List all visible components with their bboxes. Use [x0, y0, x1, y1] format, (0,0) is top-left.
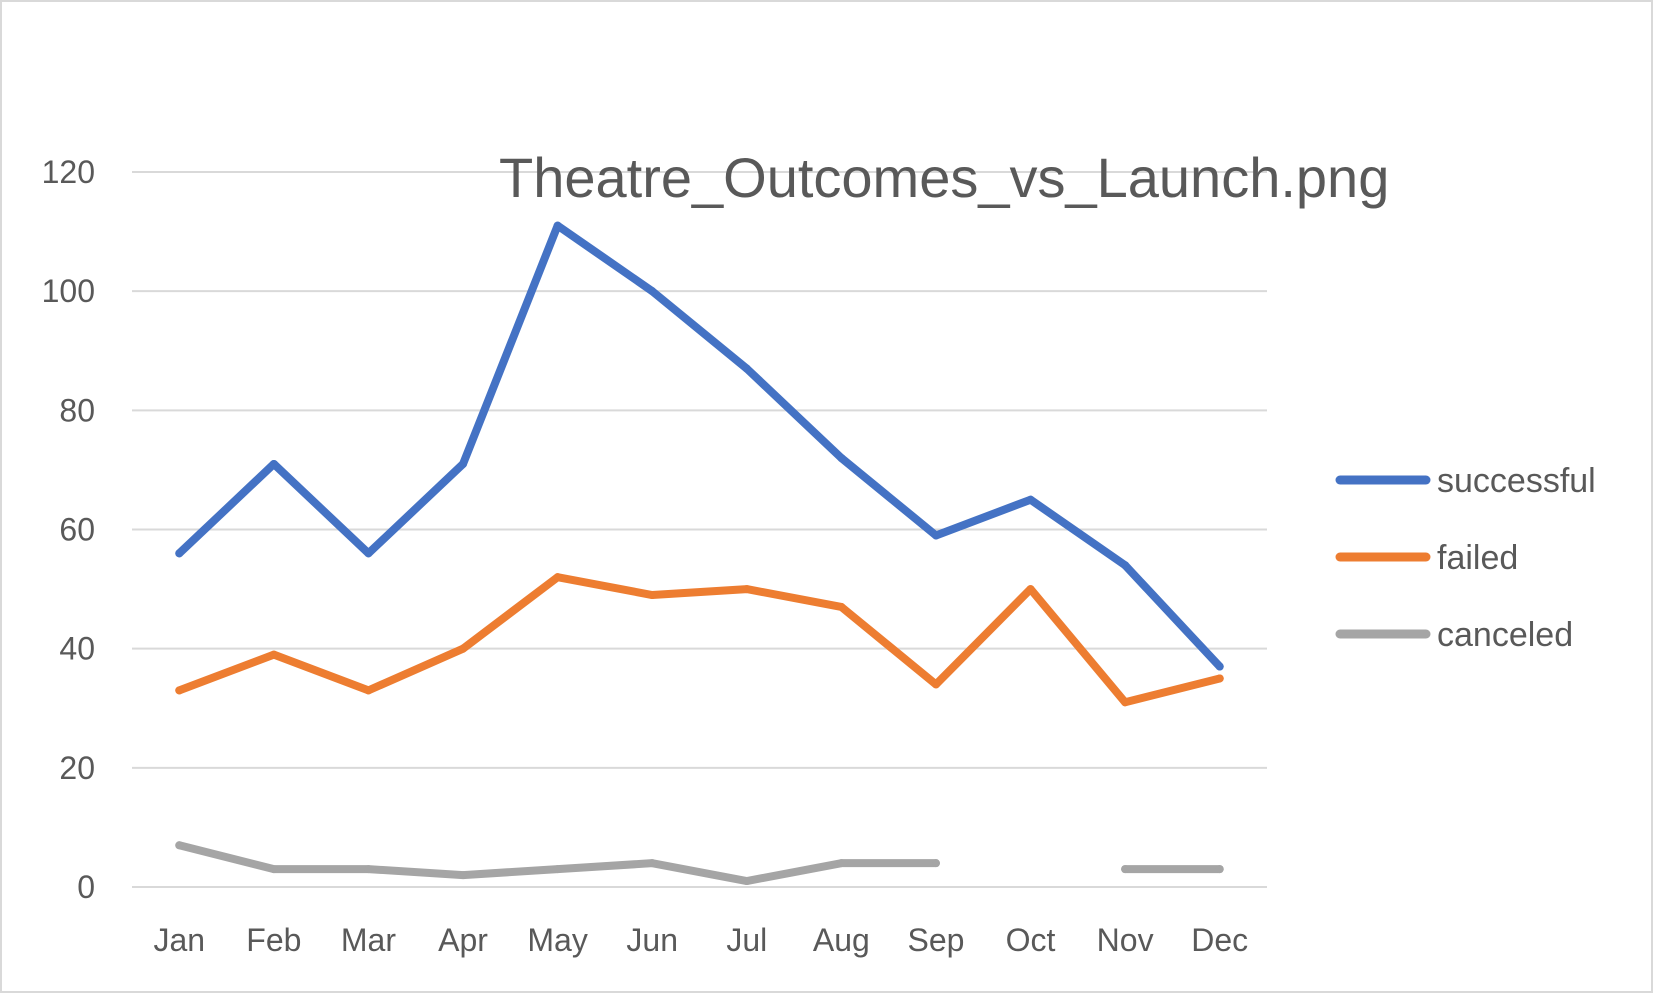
- data-point-canceled: [648, 859, 657, 868]
- x-tick-label: Jan: [153, 922, 205, 958]
- data-point-successful: [553, 221, 562, 230]
- data-point-canceled: [175, 841, 184, 850]
- data-point-failed: [1215, 674, 1224, 683]
- x-tick-label: Feb: [246, 922, 301, 958]
- legend-item-failed: failed: [1335, 539, 1518, 577]
- data-point-canceled: [742, 877, 751, 886]
- x-tick-label: Oct: [1006, 922, 1056, 958]
- series-lines: [175, 221, 1224, 886]
- y-tick-label: 0: [77, 869, 95, 905]
- x-axis-tick-labels: Jan Feb Mar Apr May Jun Jul Aug Sep Oct Nov Dec: [153, 922, 1248, 958]
- data-point-successful: [364, 549, 373, 558]
- series-line-successful: [175, 221, 1224, 671]
- data-point-canceled: [837, 859, 846, 868]
- y-tick-label: 100: [42, 273, 95, 309]
- y-tick-label: 80: [59, 392, 95, 428]
- data-point-failed: [742, 585, 751, 594]
- data-point-successful: [931, 531, 940, 540]
- data-point-failed: [269, 650, 278, 659]
- data-point-successful: [837, 454, 846, 462]
- data-point-failed: [553, 573, 562, 582]
- x-tick-label: Jun: [626, 922, 678, 958]
- chart-title: Theatre_Outcomes_vs_Launch.png: [499, 146, 1389, 209]
- data-point-failed: [175, 686, 184, 695]
- x-tick-label: Mar: [341, 922, 396, 958]
- data-point-successful: [459, 459, 468, 468]
- data-point-canceled: [931, 859, 940, 868]
- data-point-canceled: [459, 871, 468, 880]
- data-point-failed: [931, 680, 940, 689]
- data-point-successful: [742, 364, 751, 373]
- series-failed: [175, 573, 1224, 707]
- legend-label: successful: [1437, 462, 1596, 500]
- data-point-failed: [1026, 585, 1035, 594]
- gridlines: [132, 171, 1267, 888]
- data-point-failed: [364, 686, 373, 695]
- data-point-failed: [837, 602, 846, 611]
- data-point-failed: [459, 644, 468, 653]
- series-successful: [175, 221, 1224, 671]
- data-point-successful: [648, 287, 657, 296]
- y-tick-label: 120: [42, 154, 95, 190]
- data-point-canceled: [1215, 865, 1224, 874]
- x-tick-label: Nov: [1097, 922, 1154, 958]
- x-tick-label: Jul: [726, 922, 767, 958]
- legend-label: canceled: [1437, 616, 1573, 654]
- legend-item-canceled: canceled: [1335, 616, 1573, 654]
- x-tick-label: Apr: [438, 922, 488, 958]
- data-point-canceled: [1121, 865, 1130, 874]
- series-canceled: [175, 841, 1224, 886]
- data-point-canceled: [364, 865, 373, 874]
- y-tick-label: 40: [59, 631, 95, 667]
- data-point-canceled: [269, 865, 278, 874]
- data-point-successful: [1026, 495, 1035, 504]
- data-point-failed: [1121, 698, 1130, 707]
- x-tick-label: Sep: [907, 922, 964, 958]
- legend-label: failed: [1437, 539, 1518, 577]
- y-tick-label: 20: [59, 750, 95, 786]
- data-point-successful: [1215, 662, 1224, 671]
- data-point-successful: [175, 549, 184, 558]
- data-point-successful: [269, 459, 278, 468]
- data-point-failed: [648, 591, 657, 600]
- legend-item-successful: successful: [1335, 462, 1596, 500]
- x-tick-label: Aug: [813, 922, 870, 958]
- x-tick-label: Dec: [1191, 922, 1248, 958]
- legend: successful failed canceled: [1335, 462, 1596, 654]
- x-tick-label: May: [527, 922, 587, 958]
- y-tick-label: 60: [59, 512, 95, 548]
- data-point-successful: [1121, 561, 1130, 570]
- series-line-canceled: [175, 841, 940, 886]
- data-point-canceled: [553, 865, 562, 874]
- series-line-failed: [175, 573, 1224, 707]
- y-axis-tick-labels: 0 20 40 60 80 100 120: [42, 154, 95, 905]
